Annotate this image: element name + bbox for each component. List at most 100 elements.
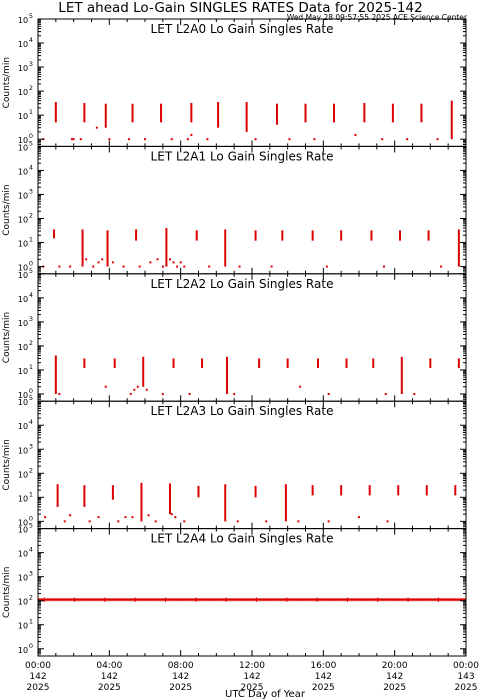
y-tick-exponent: 0 <box>29 642 33 650</box>
y-tick-exponent: 0 <box>29 514 33 522</box>
data-point <box>161 392 164 395</box>
x-tick-year: 2025 <box>27 683 50 693</box>
x-tick-day: 142 <box>172 672 189 682</box>
y-tick-label: 10 <box>18 112 28 121</box>
data-point <box>176 265 179 268</box>
data-point <box>147 514 150 517</box>
data-point <box>127 138 130 141</box>
y-tick-label: 10 <box>18 64 28 73</box>
y-tick-exponent: 5 <box>29 12 33 20</box>
y-tick-exponent: 1 <box>29 490 33 498</box>
x-tick-time: 12:00 <box>239 661 265 671</box>
y-tick-exponent: 4 <box>29 163 33 171</box>
data-point <box>386 520 389 523</box>
panel-frame <box>37 145 467 275</box>
y-tick-exponent: 3 <box>29 187 33 195</box>
x-tick-year: 2025 <box>455 683 478 693</box>
x-tick-time: 20:00 <box>382 661 408 671</box>
data-point <box>170 138 173 141</box>
y-tick-label: 10 <box>18 167 28 176</box>
data-point <box>206 138 209 141</box>
data-point <box>265 520 268 523</box>
data-point <box>183 265 186 268</box>
panel-frame <box>37 528 467 657</box>
y-tick-label: 10 <box>18 88 28 97</box>
data-point <box>108 138 111 141</box>
data-point <box>156 258 159 261</box>
data-point <box>381 138 384 141</box>
data-point <box>440 265 443 268</box>
y-tick-exponent: 1 <box>29 108 33 116</box>
data-point <box>129 392 132 395</box>
data-point <box>69 514 72 517</box>
data-point <box>161 265 164 268</box>
y-tick-exponent: 5 <box>29 522 33 530</box>
data-point <box>44 516 47 519</box>
x-tick-time: 16:00 <box>310 661 336 671</box>
data-point <box>124 516 127 519</box>
x-tick-day: 142 <box>386 672 403 682</box>
panel-title: LET L2A0 Lo Gain Singles Rate <box>151 22 334 36</box>
y-tick-exponent: 2 <box>29 594 33 602</box>
x-tick-year: 2025 <box>383 683 406 693</box>
y-tick-label: 10 <box>18 398 28 407</box>
data-point <box>136 385 139 388</box>
y-tick-label: 10 <box>18 550 28 559</box>
data-point <box>117 520 120 523</box>
y-axis-label: Counts/min <box>2 57 12 108</box>
y-tick-label: 10 <box>18 494 28 503</box>
y-tick-label: 10 <box>18 391 28 400</box>
data-point <box>313 138 316 141</box>
data-point <box>288 138 291 141</box>
y-axis-label: Counts/min <box>2 439 12 490</box>
y-tick-exponent: 5 <box>29 267 33 275</box>
y-tick-exponent: 0 <box>29 260 33 268</box>
panel-title: LET L2A3 Lo Gain Singles Rate <box>151 404 334 418</box>
data-point <box>174 516 177 519</box>
y-tick-exponent: 3 <box>29 570 33 578</box>
y-tick-label: 10 <box>18 470 28 479</box>
data-point <box>58 392 61 395</box>
data-point <box>297 520 300 523</box>
data-point <box>382 265 385 268</box>
y-tick-label: 10 <box>18 574 28 583</box>
chart-title: LET ahead Lo-Gain SINGLES RATES Data for… <box>58 0 422 16</box>
data-point <box>406 138 409 141</box>
data-point <box>122 265 125 268</box>
y-tick-exponent: 3 <box>29 442 33 450</box>
y-tick-exponent: 2 <box>29 84 33 92</box>
data-point <box>436 138 439 141</box>
data-point <box>299 385 302 388</box>
x-tick-year: 2025 <box>241 683 264 693</box>
x-tick-day: 142 <box>29 672 46 682</box>
y-tick-label: 10 <box>18 264 28 273</box>
y-tick-label: 10 <box>18 240 28 249</box>
x-tick-day: 143 <box>457 672 474 682</box>
data-point <box>97 261 100 264</box>
y-tick-exponent: 0 <box>29 132 33 140</box>
data-point <box>70 138 73 141</box>
panel-frame <box>37 400 467 530</box>
y-axis-label: Counts/min <box>2 567 12 618</box>
y-tick-label: 10 <box>18 16 28 25</box>
data-point <box>358 516 360 519</box>
x-tick-year: 2025 <box>169 683 192 693</box>
data-point <box>254 138 257 141</box>
data-point <box>190 133 193 136</box>
data-point <box>327 520 330 523</box>
panel-title: LET L2A1 Lo Gain Singles Rate <box>151 149 334 163</box>
panel-frame <box>37 18 467 147</box>
data-point <box>236 520 239 523</box>
data-point <box>154 520 157 523</box>
x-tick-day: 142 <box>101 672 118 682</box>
data-point <box>149 261 152 264</box>
x-tick-year: 2025 <box>98 683 121 693</box>
y-tick-exponent: 2 <box>29 466 33 474</box>
y-tick-exponent: 4 <box>29 546 33 554</box>
y-tick-label: 10 <box>18 136 28 145</box>
y-tick-exponent: 1 <box>29 363 33 371</box>
y-tick-exponent: 1 <box>29 236 33 244</box>
